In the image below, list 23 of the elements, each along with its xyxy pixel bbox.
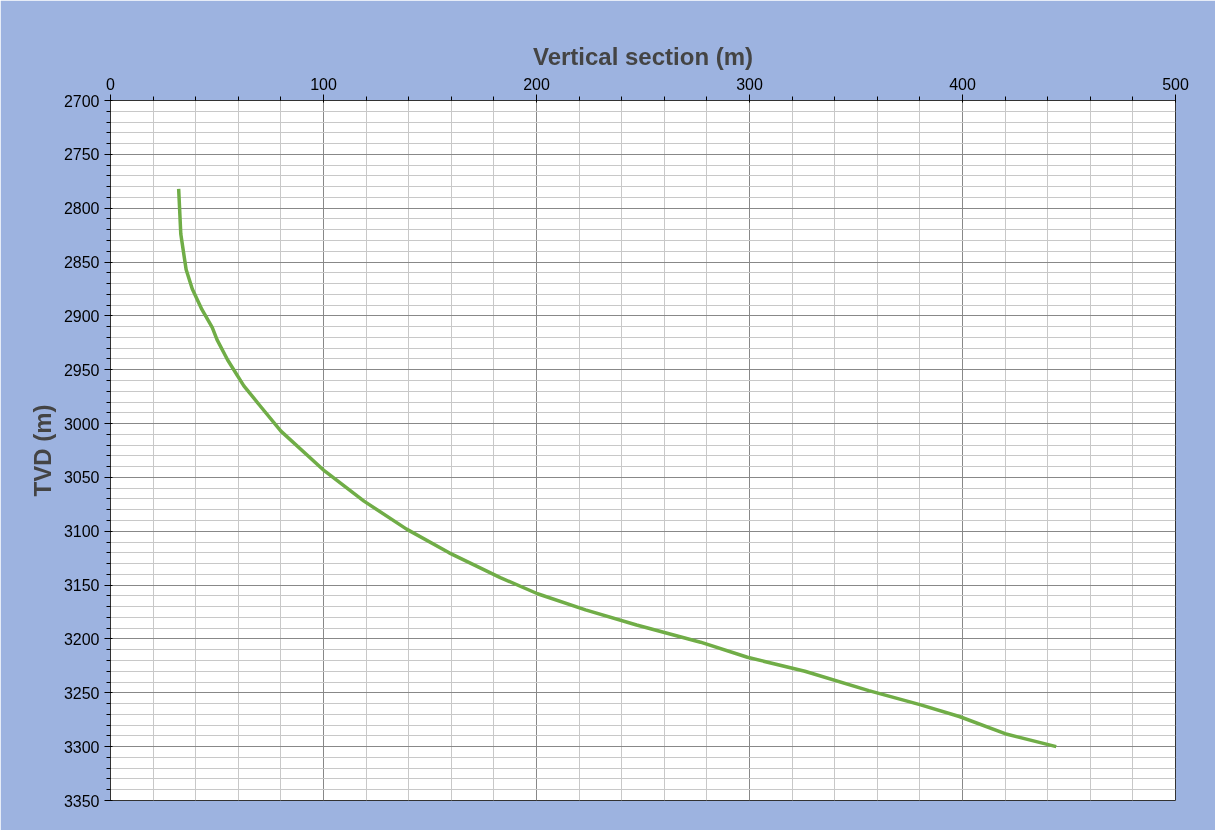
y-tick-label: 2950	[63, 361, 100, 379]
y-axis-title: TVD (m)	[28, 404, 56, 497]
y-tick-label: 2900	[63, 307, 100, 325]
y-tick-label: 3150	[63, 577, 100, 595]
y-tick-label: 3300	[63, 738, 100, 756]
y-tick-label: 2800	[63, 200, 100, 218]
y-tick-label: 3250	[63, 684, 100, 702]
x-tick-label: 300	[736, 75, 763, 93]
y-tick-label: 2700	[63, 92, 100, 110]
y-tick-label: 2850	[63, 254, 100, 272]
x-tick-label: 0	[106, 75, 116, 93]
y-tick-label: 3100	[63, 523, 100, 541]
y-tick-label: 3000	[63, 415, 100, 433]
x-tick-label: 100	[310, 75, 337, 93]
y-tick-label: 3200	[63, 630, 100, 648]
y-tick-label: 2750	[63, 146, 100, 164]
line-series	[176, 187, 1058, 749]
x-tick-label: 400	[949, 75, 976, 93]
x-tick-label: 500	[1162, 75, 1189, 93]
x-axis-title: Vertical section (m)	[532, 42, 754, 70]
x-tick-label: 200	[523, 75, 550, 93]
y-tick-label: 3350	[63, 792, 100, 810]
y-tick-label: 3050	[63, 469, 100, 487]
